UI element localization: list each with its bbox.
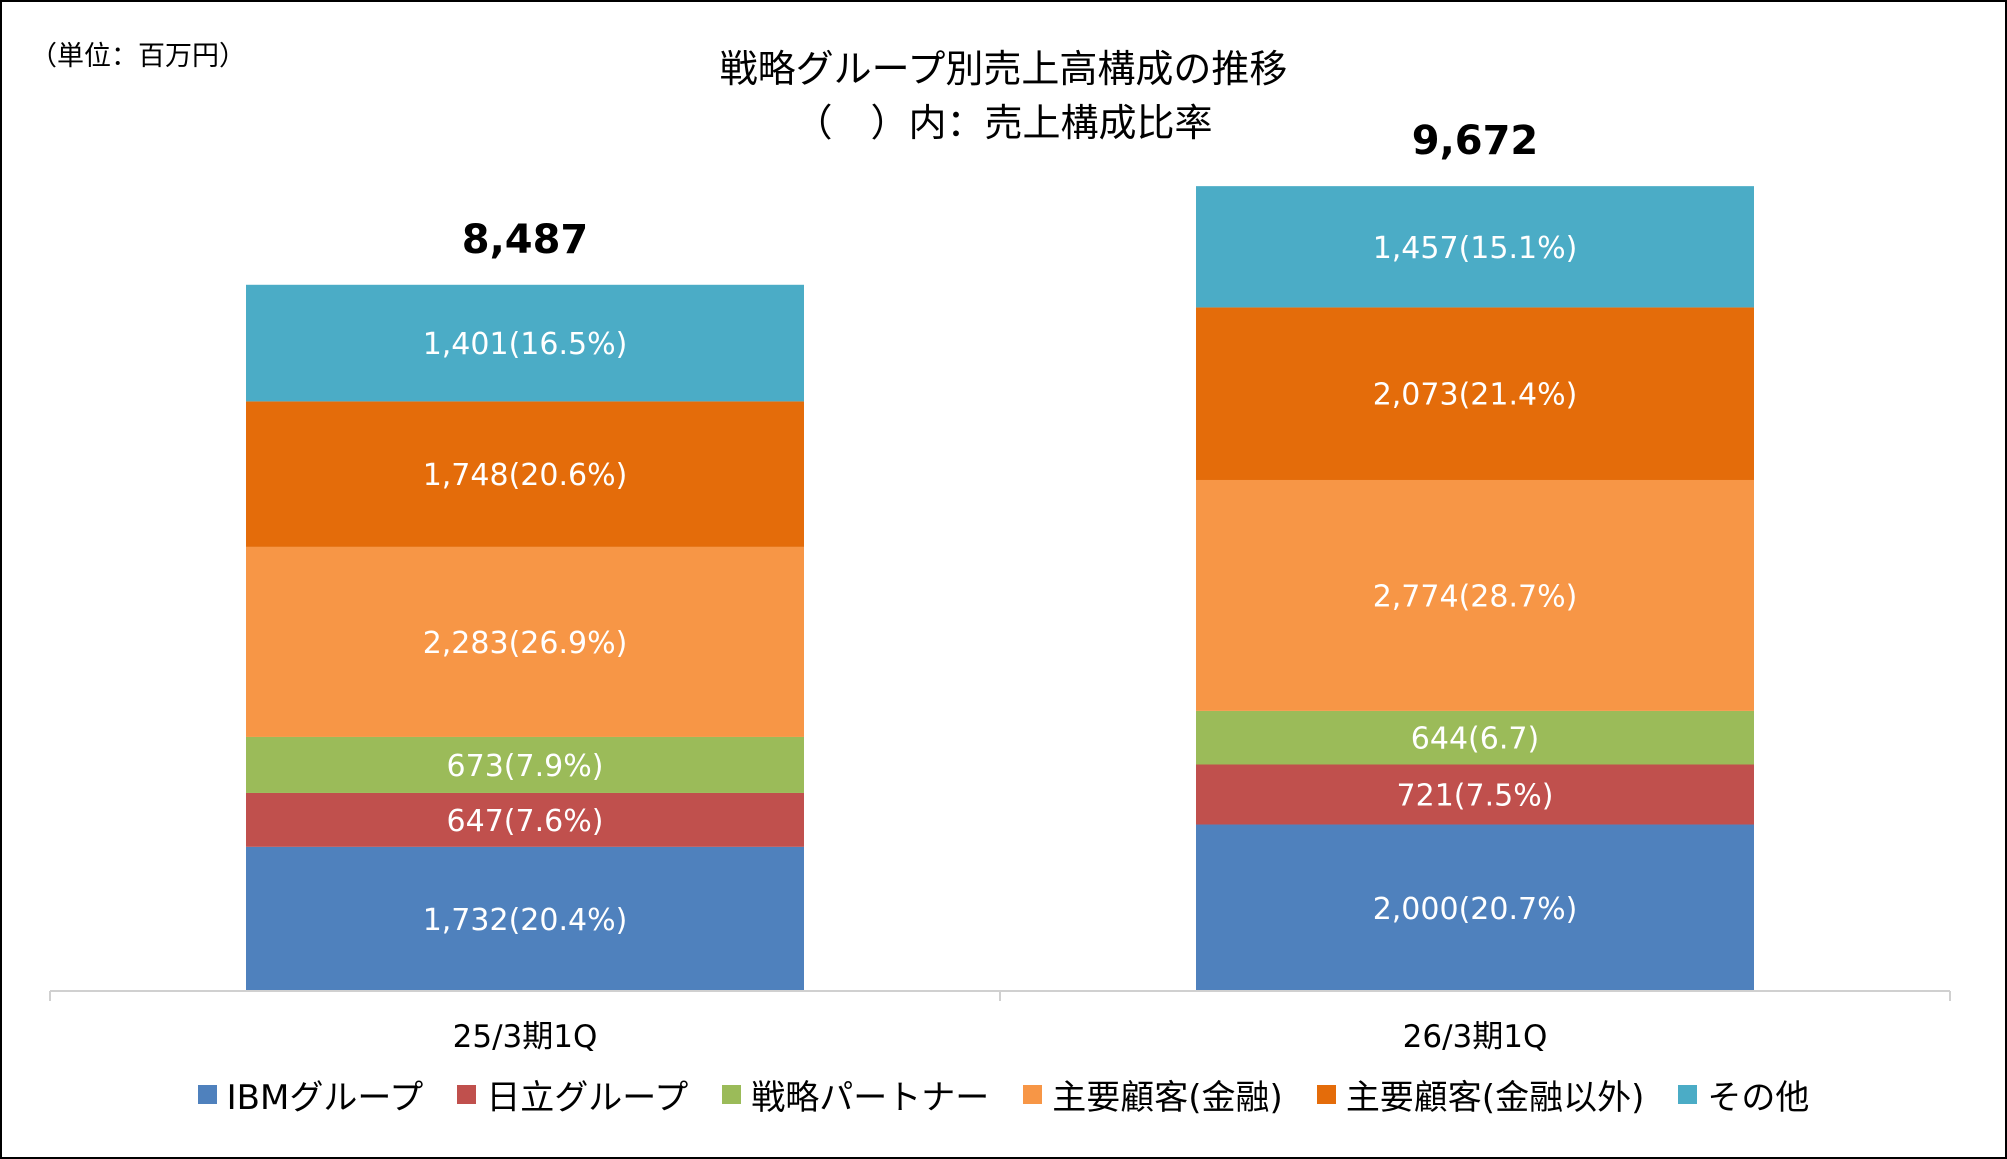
bar-segment [246,546,804,737]
segment-data-label: 2,073(21.4%) [1373,378,1578,413]
bar-total-label: 8,487 [462,217,589,263]
bar-segment [246,792,804,847]
segment-data-label: 1,732(20.4%) [423,903,628,938]
legend-item: 主要顧客(金融) [1023,1070,1283,1119]
legend-swatch [722,1085,742,1104]
segment-data-label: 2,774(28.7%) [1373,579,1578,614]
x-tick-label: 25/3期1Q [453,1019,598,1055]
legend-label: 主要顧客(金融以外) [1345,1078,1645,1118]
legend-item: 戦略パートナー [722,1070,989,1119]
legend-item: その他 [1678,1070,1809,1119]
segment-data-label: 673(7.9%) [447,749,604,784]
chart-legend: IBMグループ 日立グループ 戦略パートナー 主要顧客(金融) 主要顧客(金融以外) その… [0,1070,2007,1119]
legend-label: 主要顧客(金融) [1052,1078,1283,1118]
segment-data-label: 2,000(20.7%) [1373,892,1578,927]
segment-data-label: 1,401(16.5%) [423,327,628,362]
legend-swatch [1316,1085,1336,1104]
unit-label: （単位：百万円） [30,41,246,72]
legend-label: 戦略パートナー [751,1078,990,1118]
legend-label: その他 [1707,1078,1810,1118]
bar-segment [1196,824,1754,991]
segment-data-label: 1,748(20.6%) [423,458,628,493]
chart-subtitle: （ ）内：売上構成比率 [794,101,1213,145]
legend-label: 日立グループ [486,1078,689,1118]
legend-swatch [1678,1085,1698,1104]
bar-segment [1196,764,1754,825]
legend-item: 日立グループ [457,1070,688,1119]
legend-label: IBMグループ [226,1078,424,1118]
bar-segment [246,846,804,991]
segment-data-label: 647(7.6%) [447,804,604,839]
bar-segment [246,401,804,547]
legend-swatch [1023,1085,1043,1104]
bar-segment [246,736,804,793]
bar-segment [1196,307,1754,480]
segment-data-label: 721(7.5%) [1397,779,1554,814]
bar-segment [1196,710,1754,765]
x-tick-label: 26/3期1Q [1403,1019,1548,1055]
legend-swatch [457,1085,477,1104]
legend-item: IBMグループ [197,1070,424,1119]
segment-data-label: 644(6.7) [1411,722,1539,757]
bar-segment [1196,186,1754,308]
legend-swatch [197,1085,217,1104]
bar-segment [246,284,804,402]
bar-segment [1196,479,1754,711]
legend-item: 主要顧客(金融以外) [1316,1070,1645,1119]
segment-data-label: 2,283(26.9%) [423,626,628,661]
segment-data-label: 1,457(15.1%) [1373,231,1578,266]
chart-title: 戦略グループ別売上高構成の推移 [719,47,1288,91]
bar-total-label: 9,672 [1412,118,1539,164]
